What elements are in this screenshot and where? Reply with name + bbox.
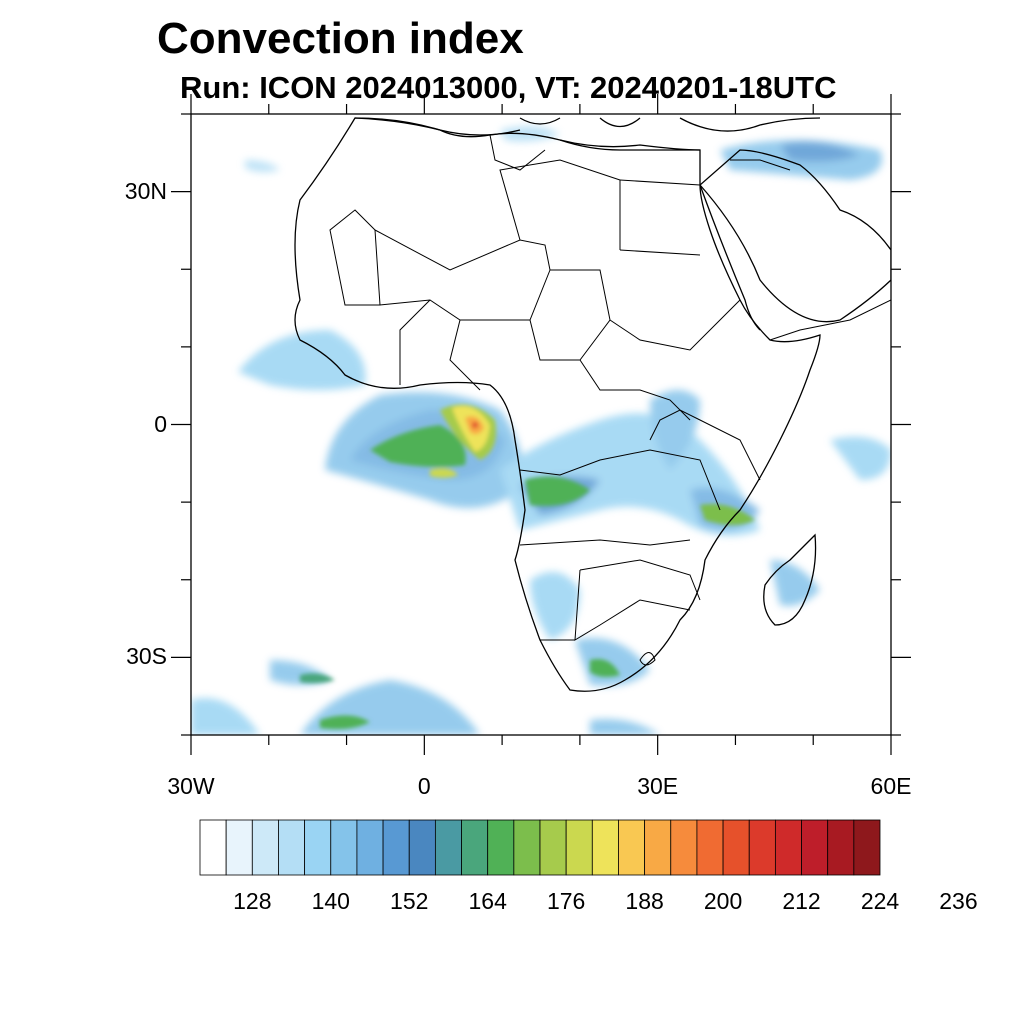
colorbar-tick-label: 140	[311, 888, 350, 914]
map-title: Convection index	[157, 14, 524, 63]
colorbar-swatch	[382, 819, 410, 876]
colorbar-swatch	[670, 819, 698, 876]
colorbar-swatch	[565, 819, 593, 876]
map-subtitle: Run: ICON 2024013000, VT: 20240201-18UTC	[180, 70, 837, 105]
colorbar-tick-label: 224	[860, 888, 900, 914]
colorbar-swatch	[591, 819, 619, 876]
colorbar-tick-label: 212	[782, 888, 821, 914]
colorbar-swatch	[748, 819, 776, 876]
colorbar	[199, 819, 881, 876]
colorbar-tick-label: 128	[233, 888, 272, 914]
colorbar-swatch	[774, 819, 802, 876]
red-sea-coast	[699, 184, 761, 331]
colorbar-swatch	[696, 819, 724, 876]
convection-area-southern-africa	[530, 572, 580, 640]
lon-label: 30E	[637, 773, 679, 799]
madagascar-coastline	[763, 533, 817, 626]
colorbar-swatch	[618, 819, 646, 876]
lon-label: 0	[417, 773, 431, 799]
colorbar-swatch	[199, 819, 227, 876]
convection-core-red	[472, 422, 478, 428]
lat-label: 0	[154, 410, 167, 437]
lat-label: 30N	[124, 177, 167, 204]
colorbar-swatch	[225, 819, 253, 876]
convection-area-west-africa	[238, 330, 366, 390]
colorbar-swatch	[304, 819, 332, 876]
convection-field	[191, 126, 891, 735]
colorbar-tick-label: 188	[625, 888, 664, 914]
colorbar-swatch	[251, 819, 279, 876]
lon-label: 60E	[870, 773, 912, 799]
colorbar-tick-label: 200	[703, 888, 743, 914]
country-borders	[329, 134, 891, 666]
arabia-coastline	[699, 149, 891, 323]
colorbar-swatch	[356, 819, 384, 876]
colorbar-swatch	[408, 819, 436, 876]
lon-label: 30W	[167, 773, 215, 799]
colorbar-swatch	[278, 819, 306, 876]
africa-coastline	[294, 117, 821, 692]
colorbar-tick-label: 236	[939, 888, 978, 914]
colorbar-tick-label: 152	[390, 888, 429, 914]
colorbar-swatch	[827, 819, 855, 876]
coastlines	[294, 117, 891, 692]
colorbar-swatch	[461, 819, 489, 876]
colorbar-swatch	[487, 819, 515, 876]
colorbar-swatch	[434, 819, 462, 876]
colorbar-tick-label: 164	[468, 888, 507, 914]
colorbar-tick-label: 176	[546, 888, 586, 914]
europe-coast	[519, 117, 821, 132]
axis-ticks	[171, 94, 911, 755]
mediterranean-coast	[354, 117, 701, 151]
colorbar-swatch	[513, 819, 541, 876]
colorbar-swatch	[539, 819, 567, 876]
colorbar-swatch	[330, 819, 358, 876]
colorbar-swatch	[853, 819, 881, 876]
colorbar-swatch	[722, 819, 750, 876]
lat-label: 30S	[126, 643, 167, 670]
colorbar-swatch	[801, 819, 829, 876]
colorbar-swatch	[644, 819, 672, 876]
convection-core-green	[370, 425, 466, 467]
